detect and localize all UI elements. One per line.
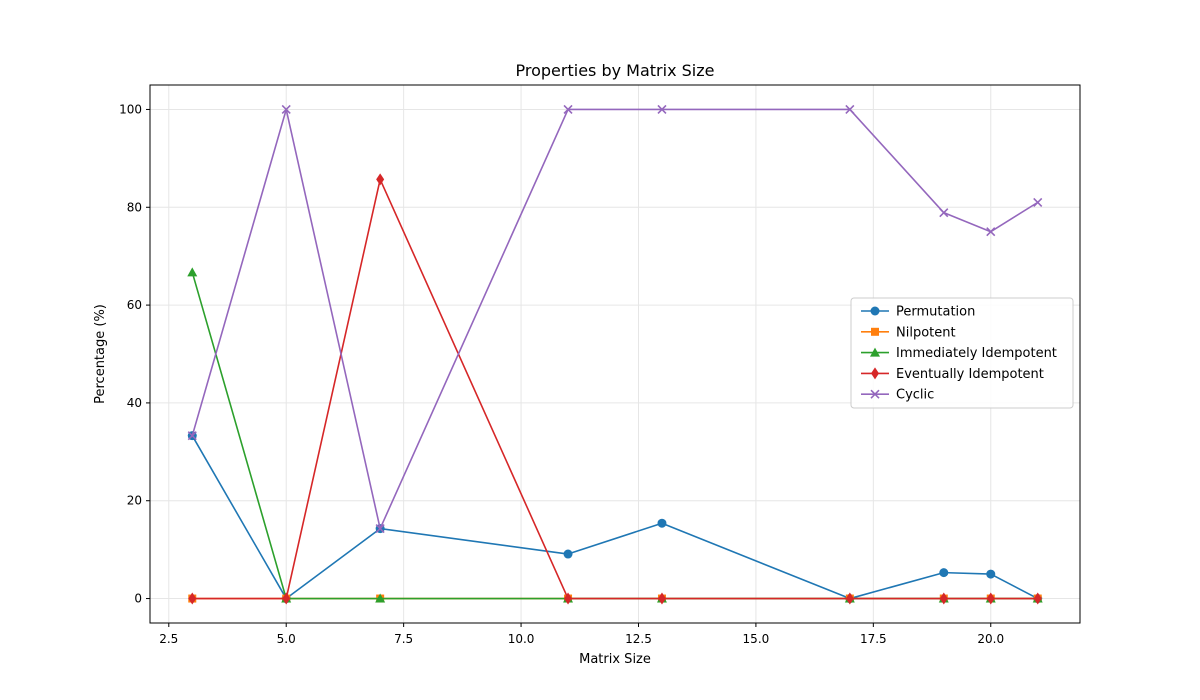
legend-marker xyxy=(870,389,880,399)
series-eventually-idempotent xyxy=(188,173,1042,605)
data-point xyxy=(282,592,291,605)
data-point xyxy=(281,104,291,115)
data-point xyxy=(657,592,666,605)
data-point xyxy=(657,104,667,115)
legend-label: Permutation xyxy=(896,305,975,320)
legend-marker xyxy=(870,347,880,357)
data-point xyxy=(375,593,386,603)
data-point xyxy=(563,104,573,115)
x-tick-label: 7.5 xyxy=(394,632,413,646)
x-axis-label: Matrix Size xyxy=(579,652,651,667)
x-tick-label: 15.0 xyxy=(743,632,770,646)
data-point xyxy=(986,592,995,605)
series-cyclic xyxy=(187,104,1043,534)
y-tick-label: 20 xyxy=(127,494,142,508)
data-point xyxy=(657,518,667,528)
y-tick-label: 80 xyxy=(127,200,142,214)
data-point xyxy=(845,592,854,605)
plot-frame xyxy=(149,84,1081,624)
data-point xyxy=(939,568,949,578)
x-tick-label: 12.5 xyxy=(625,632,652,646)
chart-title: Properties by Matrix Size xyxy=(516,61,715,80)
legend-label: Eventually Idempotent xyxy=(896,367,1044,382)
y-axis-label: Percentage (%) xyxy=(93,304,108,404)
data-point xyxy=(187,431,197,441)
data-point xyxy=(1033,592,1042,605)
data-point xyxy=(1033,197,1043,207)
data-point xyxy=(986,227,996,237)
data-point xyxy=(375,524,385,534)
legend: Permutation Nilpotent Immediately Idempote… xyxy=(850,297,1074,409)
data-point xyxy=(939,592,948,605)
series-permutation xyxy=(187,431,1043,604)
x-tick-label: 5.0 xyxy=(277,632,296,646)
data-point xyxy=(188,592,197,605)
y-axis-ticks: 0 20 40 60 80 100 xyxy=(119,102,150,606)
data-point xyxy=(845,104,855,115)
legend-label: Nilpotent xyxy=(896,325,956,340)
x-tick-label: 17.5 xyxy=(860,632,887,646)
legend-marker xyxy=(871,327,879,336)
x-tick-label: 20.0 xyxy=(977,632,1004,646)
legend-marker xyxy=(870,306,880,316)
legend-box xyxy=(850,297,1074,409)
x-axis-ticks: 2.5 5.0 7.5 10.0 12.5 15.0 17.5 20.0 xyxy=(159,623,1004,646)
y-tick-label: 0 xyxy=(134,592,142,606)
y-tick-label: 100 xyxy=(119,102,142,116)
legend-label: Cyclic xyxy=(896,388,934,403)
y-tick-label: 40 xyxy=(127,396,142,410)
data-point xyxy=(187,267,198,277)
x-tick-label: 2.5 xyxy=(159,632,178,646)
legend-label: Immediately Idempotent xyxy=(896,346,1057,361)
data-point xyxy=(563,549,573,559)
data-point xyxy=(939,208,949,218)
data-point xyxy=(564,592,573,605)
y-tick-label: 60 xyxy=(127,298,142,312)
legend-marker xyxy=(871,367,879,380)
series-layer xyxy=(187,104,1043,605)
x-tick-label: 10.0 xyxy=(508,632,535,646)
series-line xyxy=(191,435,1039,600)
data-point xyxy=(376,173,385,186)
data-point xyxy=(986,569,996,579)
